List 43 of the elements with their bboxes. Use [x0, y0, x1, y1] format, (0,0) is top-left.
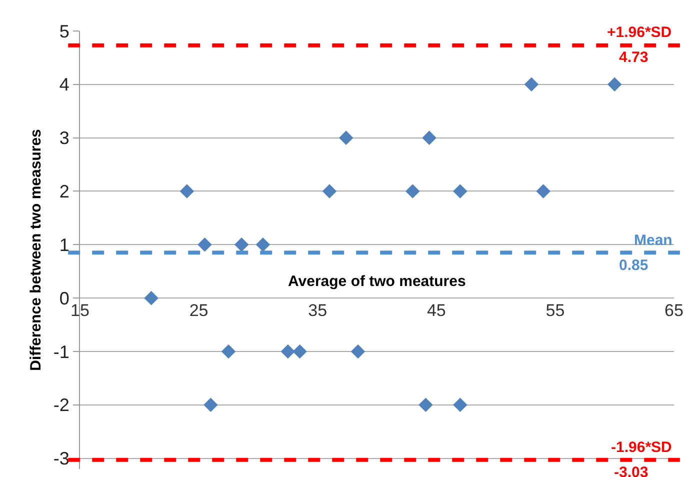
point: [418, 398, 433, 412]
point: [256, 238, 270, 252]
y-tick-label: 3: [59, 128, 70, 148]
y-tick-label: -1: [53, 342, 70, 362]
x-axis-title: Average of two meatures: [288, 273, 466, 290]
x-tick-label: 35: [308, 301, 328, 320]
annotation: 0.85: [619, 257, 648, 274]
ref-line-label: +1.96*SD: [607, 24, 672, 41]
point: [144, 290, 158, 306]
y-tick-label: 2: [59, 182, 70, 202]
point: [536, 184, 550, 198]
point: [405, 184, 420, 198]
point: [322, 184, 337, 198]
annotation: -3.03: [614, 464, 648, 477]
point: [524, 77, 539, 92]
point: [607, 77, 622, 92]
x-tick-label: 55: [546, 301, 565, 320]
y-axis-title: Difference between two measures: [28, 129, 45, 371]
x-tick-label: 15: [70, 301, 90, 320]
annotation: 4.73: [619, 49, 648, 66]
point: [338, 130, 354, 145]
point: [221, 344, 236, 359]
point: [204, 398, 218, 412]
point: [198, 238, 212, 252]
x-tick-label: 25: [189, 301, 208, 320]
ref-line-label: -1.96*SD: [611, 439, 672, 456]
point: [280, 344, 296, 359]
ref-line-label: Mean: [634, 232, 672, 249]
x-tick-label: 45: [426, 301, 446, 320]
point: [180, 184, 194, 198]
y-tick-label: -2: [53, 395, 70, 416]
x-tick-label: 65: [664, 301, 684, 320]
y-tick-label: 1: [59, 234, 70, 255]
y-tick-label: 0: [59, 288, 70, 308]
point: [422, 130, 436, 145]
y-tick-label: 4: [59, 74, 70, 95]
point: [453, 184, 468, 198]
point: [350, 344, 366, 359]
point: [234, 238, 249, 252]
y-tick-label: 5: [59, 21, 70, 42]
point: [453, 398, 468, 412]
y-tick-label: -3: [53, 448, 70, 469]
point: [292, 344, 307, 359]
